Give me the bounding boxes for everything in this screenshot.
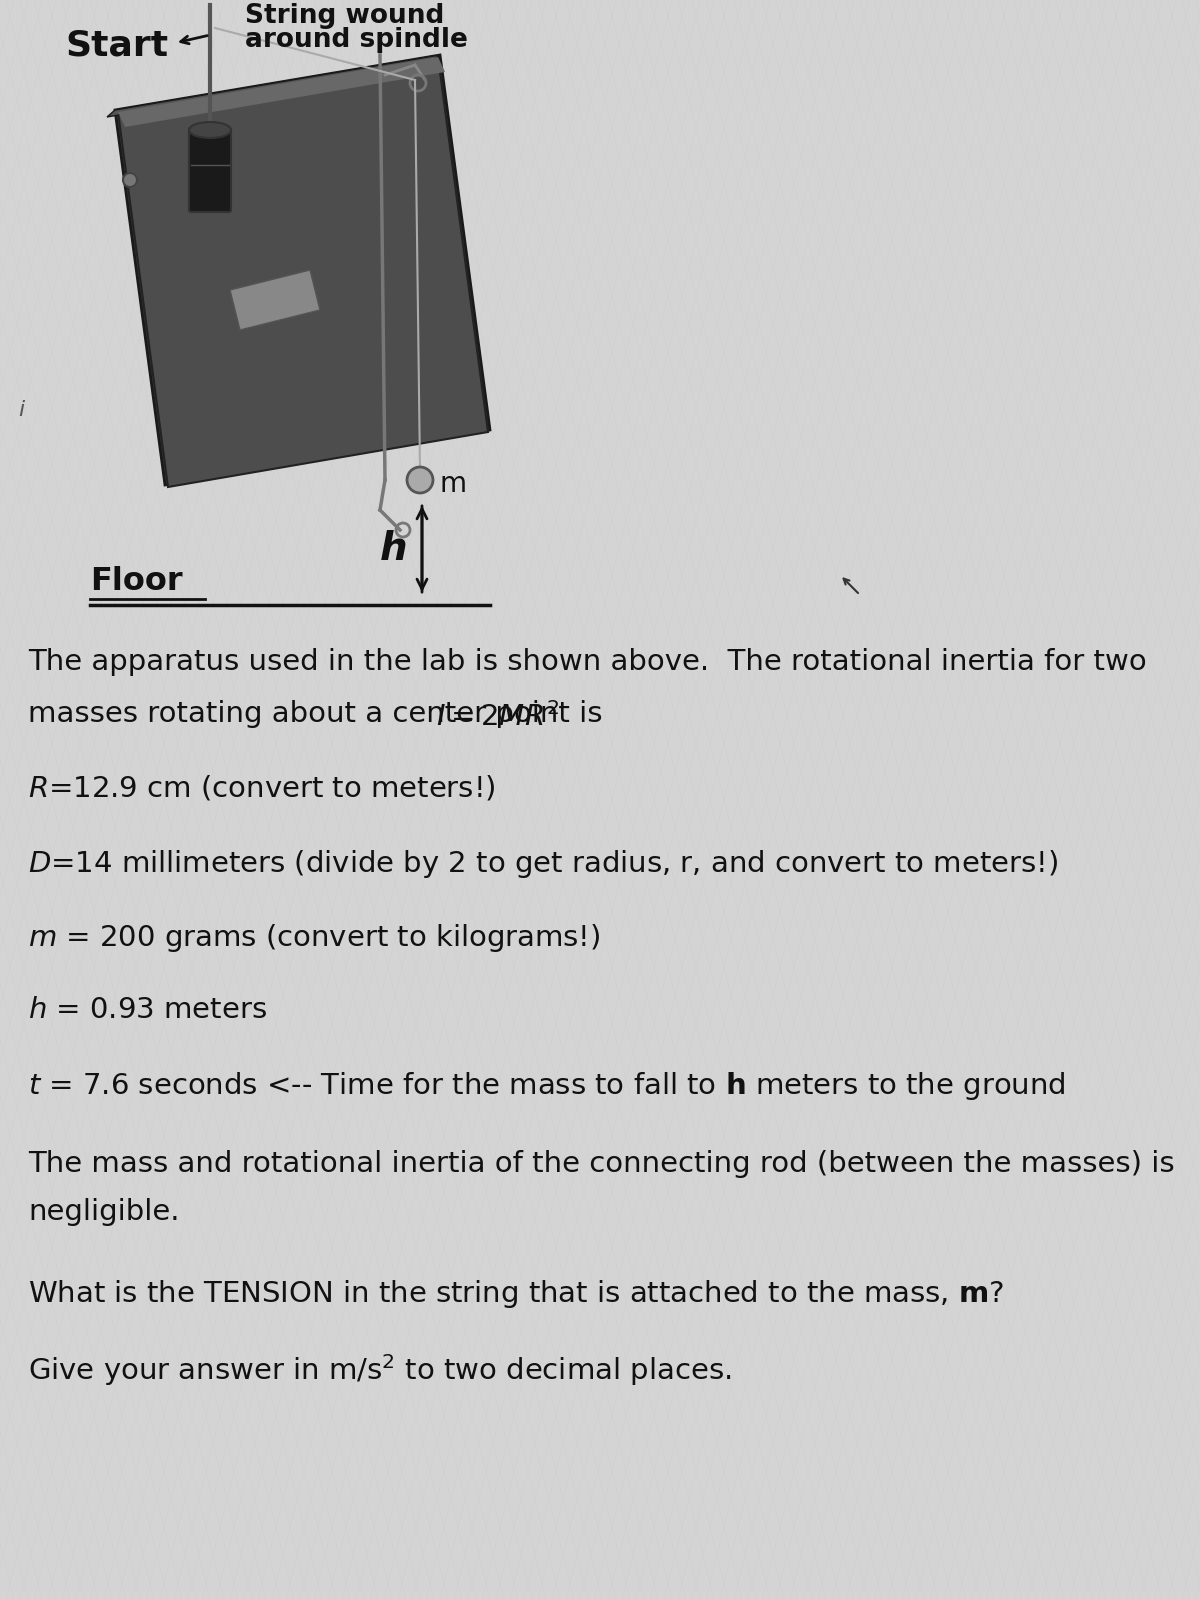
Ellipse shape: [190, 122, 230, 138]
Text: String wound: String wound: [245, 3, 444, 29]
Text: Floor: Floor: [90, 566, 182, 596]
Text: Start: Start: [65, 29, 168, 62]
Text: $t$ = 7.6 seconds <-- Time for the mass to fall to $\mathbf{h}$ meters to the gr: $t$ = 7.6 seconds <-- Time for the mass …: [28, 1070, 1066, 1102]
Polygon shape: [118, 58, 488, 488]
Text: i: i: [18, 400, 24, 421]
Text: around spindle: around spindle: [245, 27, 468, 53]
Text: The apparatus used in the lab is shown above.  The rotational inertia for two: The apparatus used in the lab is shown a…: [28, 648, 1147, 676]
Text: The mass and rotational inertia of the connecting rod (between the masses) is: The mass and rotational inertia of the c…: [28, 1150, 1175, 1178]
Text: $D$=14 millimeters (divide by 2 to get radius, r, and convert to meters!): $D$=14 millimeters (divide by 2 to get r…: [28, 847, 1058, 879]
Polygon shape: [107, 54, 440, 117]
Circle shape: [407, 467, 433, 492]
Text: What is the TENSION in the string that is attached to the mass, $\mathbf{m}$?: What is the TENSION in the string that i…: [28, 1278, 1004, 1310]
Polygon shape: [115, 54, 490, 484]
Text: Give your answer in m/s$^2$ to two decimal places.: Give your answer in m/s$^2$ to two decim…: [28, 1353, 731, 1388]
Text: masses rotating about a center point is: masses rotating about a center point is: [28, 700, 612, 728]
Polygon shape: [230, 270, 320, 329]
Text: $R$=12.9 cm (convert to meters!): $R$=12.9 cm (convert to meters!): [28, 774, 496, 803]
Text: h: h: [380, 529, 408, 568]
Circle shape: [124, 173, 137, 187]
Text: $m$ = 200 grams (convert to kilograms!): $m$ = 200 grams (convert to kilograms!): [28, 923, 600, 955]
Text: negligible.: negligible.: [28, 1198, 180, 1226]
Text: $I = 2MR^2$: $I = 2MR^2$: [436, 702, 559, 732]
Polygon shape: [118, 58, 445, 126]
Text: $h$ = 0.93 meters: $h$ = 0.93 meters: [28, 996, 266, 1023]
Text: m: m: [440, 470, 467, 497]
FancyBboxPatch shape: [190, 128, 230, 213]
